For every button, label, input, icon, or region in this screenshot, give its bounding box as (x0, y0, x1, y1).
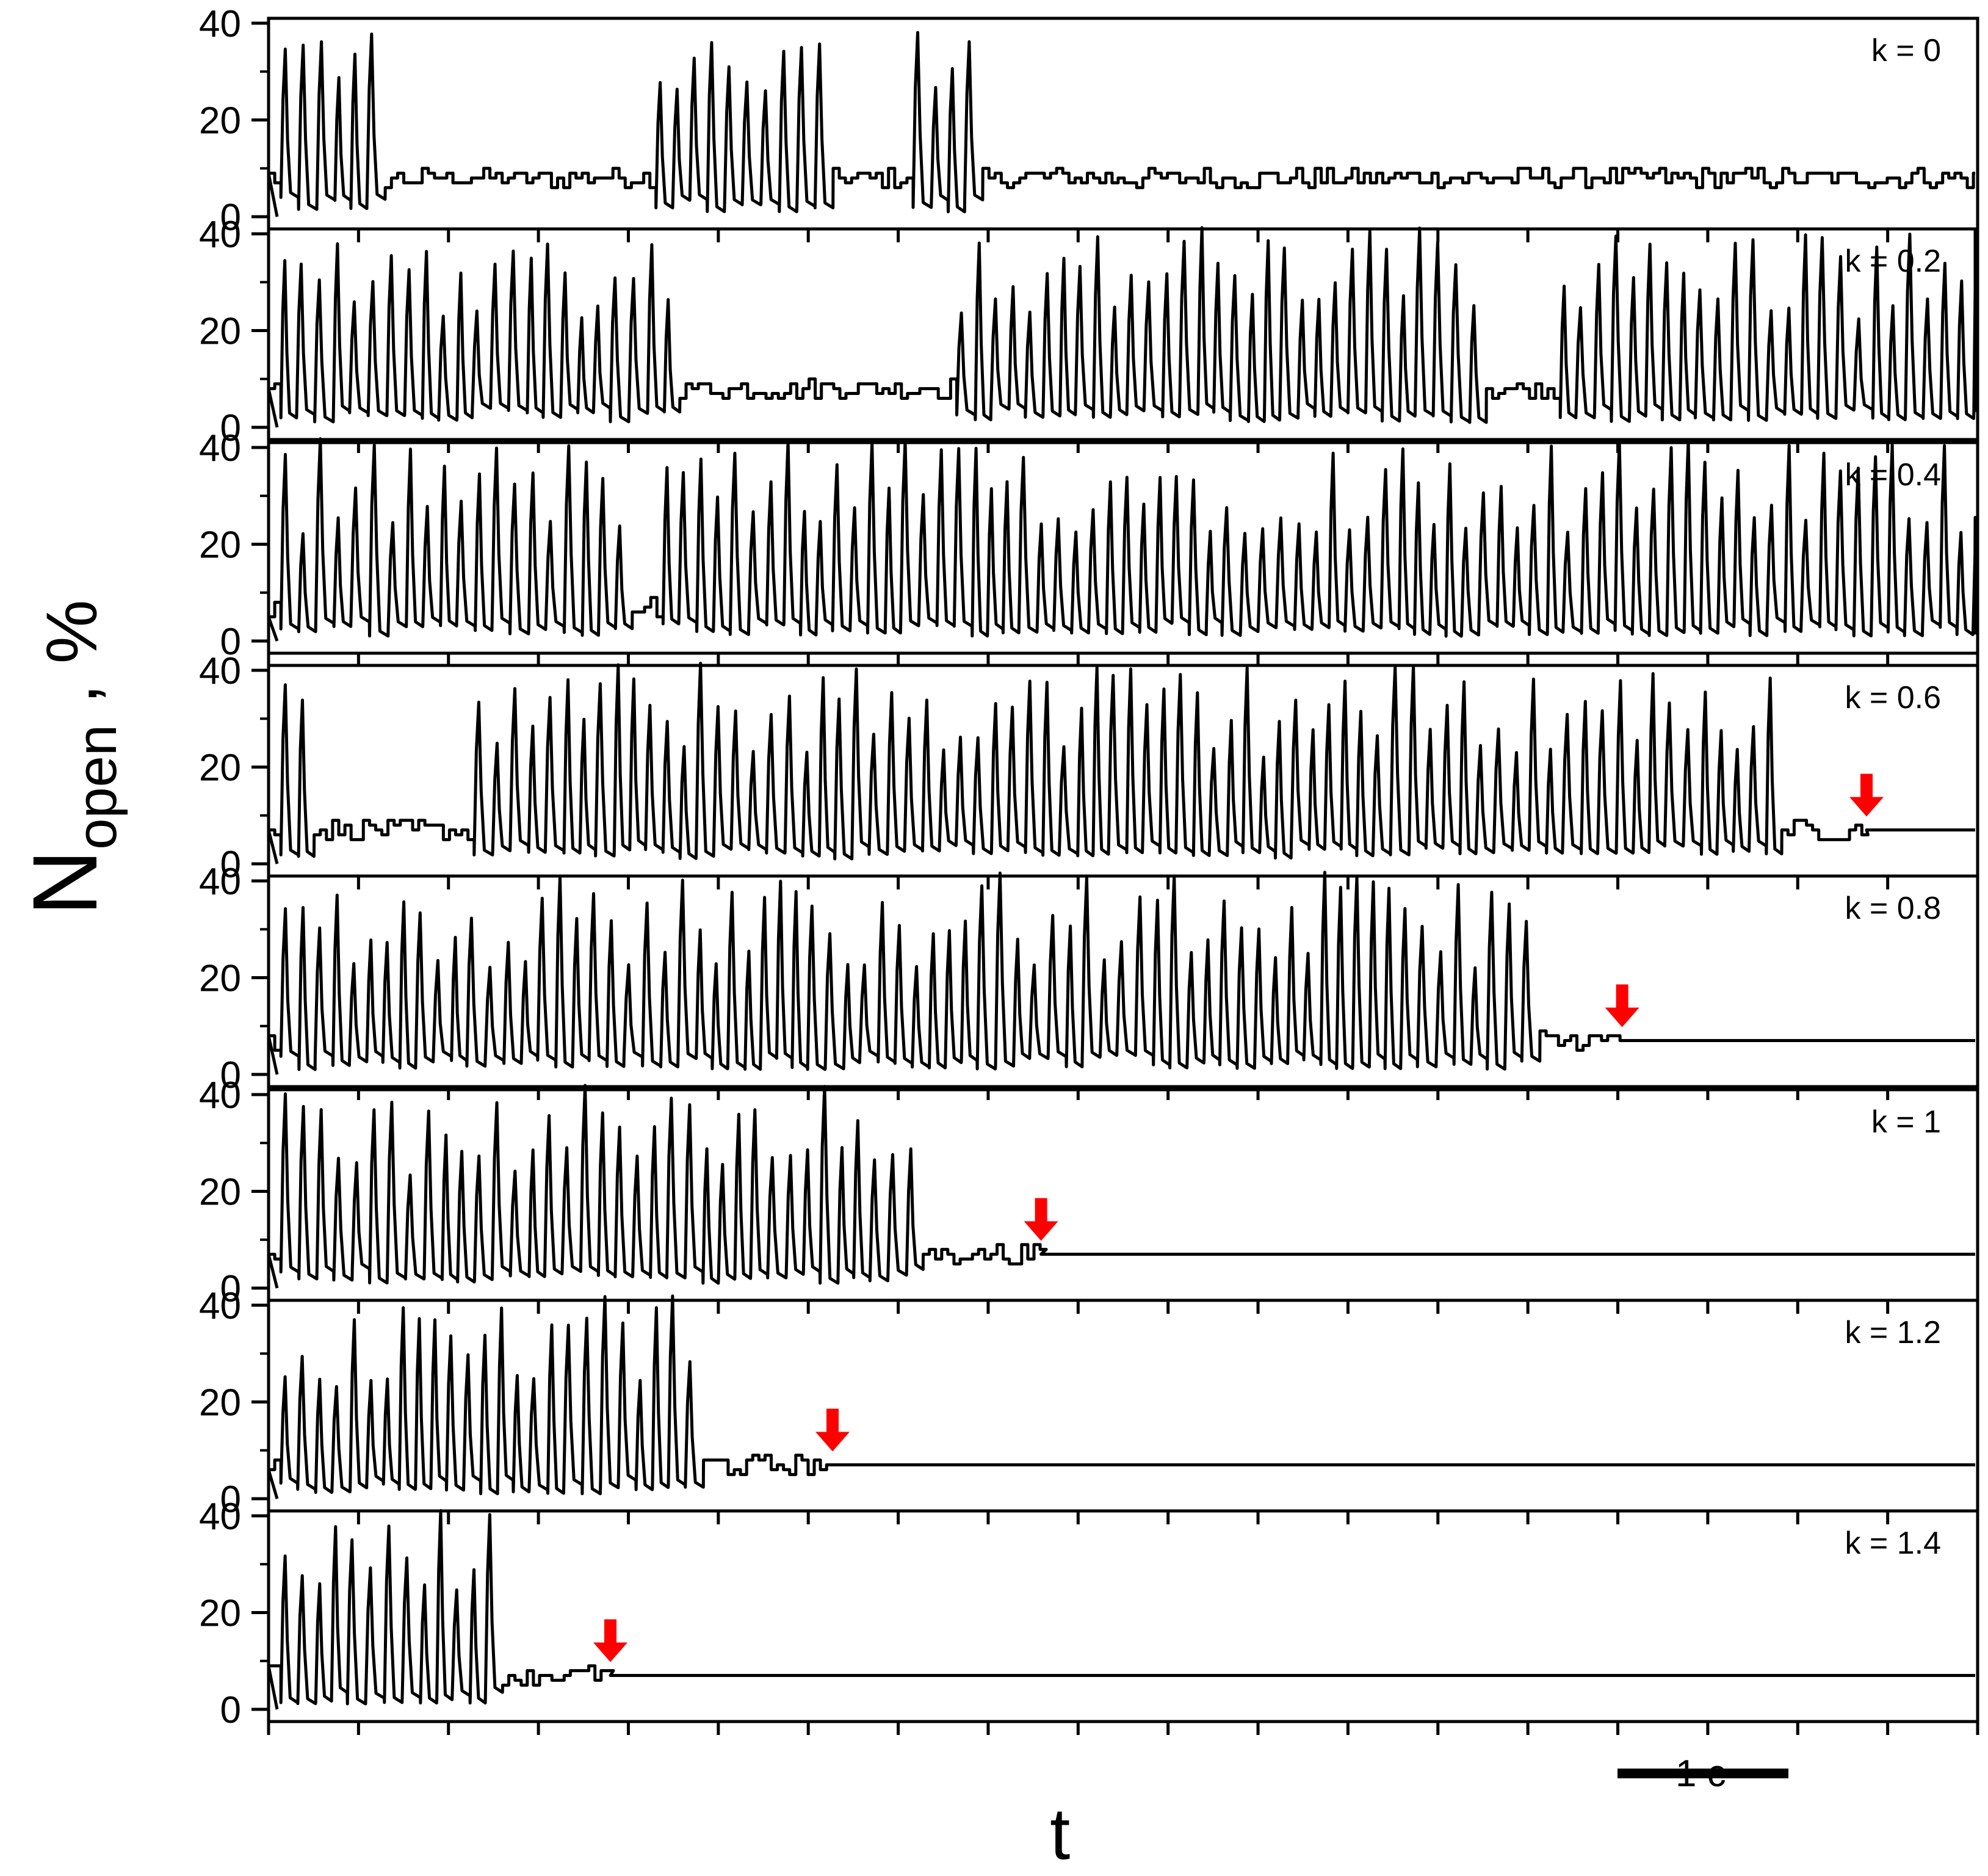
trace-line (267, 871, 1975, 1075)
y-tick-label: 40 (199, 1496, 241, 1538)
y-tick-label: 40 (199, 214, 241, 256)
panel-7: 0 20 40 k = 1.4 (199, 1496, 1979, 1735)
trace-line (267, 661, 1975, 864)
panel-1: 0 20 40 k = 0.2 (199, 214, 1979, 453)
red-arrow-icon (593, 1619, 627, 1662)
y-tick-label: 40 (199, 1074, 241, 1117)
y-tick-label: 0 (220, 197, 241, 239)
panel-0: 0 20 40 k = 0 (199, 3, 1979, 242)
y-tick-label: 0 (220, 1479, 241, 1521)
panel-frame (267, 16, 1979, 231)
red-arrow-icon (1849, 773, 1884, 817)
trace-line (267, 226, 1977, 428)
panel-frame (267, 1088, 1979, 1302)
y-axis-label: Nopen , % (12, 600, 129, 916)
panel-frame (267, 441, 1979, 655)
panel-5: 0 20 40 k = 1 (199, 1074, 1979, 1314)
y-tick-label: 40 (199, 650, 241, 692)
panel-label: k = 0.2 (1845, 244, 1941, 279)
y-tick-label: 0 (220, 844, 241, 886)
red-arrow-icon (1605, 984, 1639, 1027)
y-tick-label: 40 (199, 1285, 241, 1327)
panel-frame (267, 874, 1979, 1088)
y-tick-label: 0 (220, 621, 241, 663)
y-tick-label: 20 (199, 1172, 241, 1214)
trace-line (267, 31, 1975, 217)
y-tick-label: 0 (220, 1268, 241, 1310)
red-arrow-icon (815, 1408, 850, 1452)
trace-line (267, 437, 1977, 642)
y-axis-label-unit: , % (32, 599, 112, 704)
panel-label: k = 0.8 (1845, 891, 1941, 926)
trace-line (267, 1509, 1975, 1710)
panel-frame (267, 1298, 1979, 1513)
x-axis-label: t (1050, 1793, 1071, 1875)
panel-6: 0 20 40 k = 1.2 (199, 1285, 1979, 1524)
y-axis-label-sub: open (66, 725, 129, 850)
panel-label: k = 1 (1871, 1104, 1941, 1140)
y-tick-label: 40 (199, 3, 241, 45)
y-tick-label: 20 (199, 1593, 241, 1635)
y-axis-label-main: N (13, 849, 116, 916)
y-tick-label: 20 (199, 100, 241, 142)
trace-line (267, 1294, 1975, 1499)
y-tick-label: 20 (199, 311, 241, 353)
panel-4: 0 20 40 k = 0.8 (199, 861, 1979, 1100)
panel-frame (267, 1509, 1979, 1723)
red-arrow-icon (1024, 1198, 1058, 1241)
panel-label: k = 1.2 (1845, 1315, 1941, 1350)
y-tick-label: 0 (220, 1689, 241, 1731)
y-tick-label: 0 (220, 1054, 241, 1096)
y-tick-label: 20 (199, 958, 241, 1000)
panel-label: k = 1.4 (1845, 1526, 1941, 1561)
y-tick-label: 0 (220, 407, 241, 449)
y-tick-label: 40 (199, 427, 241, 469)
y-tick-label: 20 (199, 747, 241, 789)
trace-line (267, 1084, 1975, 1289)
panel-label: k = 0 (1871, 33, 1941, 68)
y-tick-label: 20 (199, 524, 241, 567)
scale-bar-label: 1 c (1675, 1753, 1726, 1795)
y-tick-label: 40 (199, 861, 241, 903)
panel-label: k = 0.6 (1845, 680, 1941, 715)
y-tick-label: 20 (199, 1382, 241, 1424)
panel-frame (267, 227, 1979, 441)
panel-3: 0 20 40 k = 0.6 (199, 650, 1979, 889)
